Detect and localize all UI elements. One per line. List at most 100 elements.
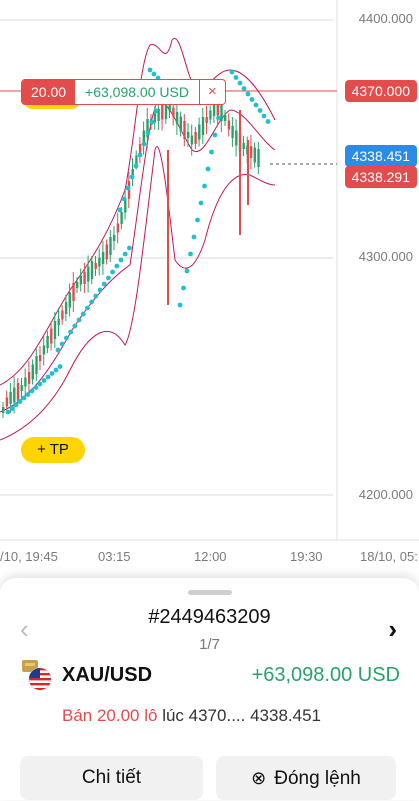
sar-dot bbox=[233, 75, 239, 80]
order-side-volume: Bán 20.00 lô bbox=[62, 706, 158, 725]
sar-dot bbox=[29, 388, 35, 394]
sar-dot bbox=[72, 323, 78, 329]
sar-dot bbox=[106, 275, 111, 281]
sar-dot bbox=[249, 97, 255, 102]
candle-body bbox=[98, 257, 101, 267]
candle-body bbox=[131, 169, 134, 175]
candle-body bbox=[212, 104, 216, 116]
sheet-drag-handle[interactable] bbox=[188, 590, 232, 595]
candle-body bbox=[161, 104, 164, 120]
bid-price-tag: 4338.291 bbox=[344, 166, 417, 188]
ask-price-tag: 4338.451 bbox=[344, 145, 417, 167]
candle-body bbox=[183, 121, 186, 139]
candle-body bbox=[120, 212, 123, 224]
order-pager: 1/7 bbox=[199, 636, 220, 653]
next-order-icon[interactable]: › bbox=[388, 614, 397, 644]
sar-dot bbox=[125, 185, 131, 191]
sar-dot bbox=[101, 281, 107, 287]
sar-dot bbox=[5, 409, 11, 415]
sar-dot bbox=[181, 285, 186, 291]
sl-handle-strip[interactable] bbox=[24, 101, 80, 109]
sar-dot bbox=[53, 367, 59, 373]
order-line-label[interactable]: 20.00 +63,098.00 USD × bbox=[21, 79, 226, 105]
order-detail-line: Bán 20.00 lô lúc 4370.... 4338.451 bbox=[62, 706, 321, 726]
candlesticks bbox=[2, 91, 260, 418]
position-profit: +63,098.00 USD bbox=[251, 664, 400, 686]
candle-body bbox=[190, 135, 194, 145]
sar-dot bbox=[76, 317, 82, 323]
sar-dot bbox=[97, 287, 103, 293]
candle-body bbox=[42, 345, 46, 355]
sar-dot bbox=[117, 207, 123, 213]
sar-dot bbox=[122, 251, 128, 257]
order-id: #2449463209 bbox=[148, 606, 271, 628]
candle-body bbox=[157, 109, 160, 121]
candle-body bbox=[224, 115, 227, 121]
x-axis-label-2: 03:15 bbox=[98, 549, 131, 564]
sar-dot bbox=[49, 371, 55, 376]
prev-order-icon[interactable]: ‹ bbox=[20, 614, 29, 644]
sar-dot bbox=[212, 132, 218, 138]
order-detail-prices: lúc 4370.... 4338.451 bbox=[157, 706, 321, 725]
x-axis-label-1: /10, 19:45 bbox=[0, 549, 58, 564]
y-axis-label-4300: 4300.000 bbox=[358, 249, 413, 264]
candle-body bbox=[253, 147, 256, 163]
candle-body bbox=[153, 113, 157, 123]
parabolic-sar-dots bbox=[5, 67, 271, 415]
candle-body bbox=[31, 364, 34, 380]
candle-body bbox=[79, 275, 83, 285]
candle-body bbox=[209, 110, 212, 120]
close-order-icon[interactable]: × bbox=[207, 83, 217, 100]
candle-body bbox=[124, 197, 127, 213]
sar-dot bbox=[9, 406, 15, 411]
sar-dot bbox=[110, 269, 115, 275]
y-axis-label-4400: 4400.000 bbox=[358, 11, 413, 26]
sar-dot bbox=[21, 395, 27, 401]
sar-dot bbox=[13, 402, 19, 408]
sar-dot bbox=[55, 347, 61, 353]
candle-body bbox=[39, 355, 42, 361]
sar-dot bbox=[147, 67, 153, 73]
sar-dot bbox=[93, 293, 99, 299]
sar-dot bbox=[114, 263, 120, 269]
candle-body bbox=[231, 126, 234, 138]
candle-body bbox=[164, 101, 168, 119]
sar-dot bbox=[241, 86, 247, 91]
candle-body bbox=[113, 235, 116, 241]
sar-dot bbox=[145, 130, 151, 136]
band-middle bbox=[0, 99, 276, 413]
candle-body bbox=[116, 223, 120, 233]
sar-dot bbox=[198, 200, 204, 206]
sar-dot bbox=[216, 115, 221, 121]
candle-body bbox=[46, 336, 49, 348]
candle-body bbox=[61, 310, 64, 320]
candle-body bbox=[249, 146, 253, 158]
sar-dot bbox=[118, 257, 124, 263]
candle-body bbox=[9, 392, 12, 404]
candle-body bbox=[2, 407, 5, 413]
y-axis-label-4200: 4200.000 bbox=[358, 487, 413, 502]
sar-dot bbox=[245, 91, 251, 97]
candle-body bbox=[24, 377, 27, 387]
sar-dot bbox=[195, 217, 200, 223]
candle-body bbox=[50, 328, 53, 344]
sar-dot bbox=[237, 80, 243, 86]
sar-dot bbox=[137, 152, 143, 158]
sar-dot bbox=[205, 166, 211, 172]
close-circle-icon: ⊗ bbox=[251, 768, 267, 788]
close-position-button[interactable]: ⊗ Đóng lệnh bbox=[216, 756, 396, 800]
candle-body bbox=[35, 356, 38, 374]
add-tp-button[interactable]: + TP bbox=[21, 437, 85, 463]
order-profit: +63,098.00 USD bbox=[75, 80, 200, 104]
candle-body bbox=[27, 372, 31, 384]
sar-dot bbox=[17, 399, 23, 404]
candle-body bbox=[198, 124, 201, 140]
details-button[interactable]: Chi tiết bbox=[20, 756, 203, 800]
candle-body bbox=[101, 252, 105, 264]
sar-dot bbox=[25, 392, 31, 397]
sar-dot bbox=[191, 234, 197, 240]
candle-body bbox=[64, 302, 68, 314]
sar-dot bbox=[89, 299, 94, 305]
sar-dot bbox=[265, 119, 271, 124]
candle-body bbox=[76, 282, 79, 288]
